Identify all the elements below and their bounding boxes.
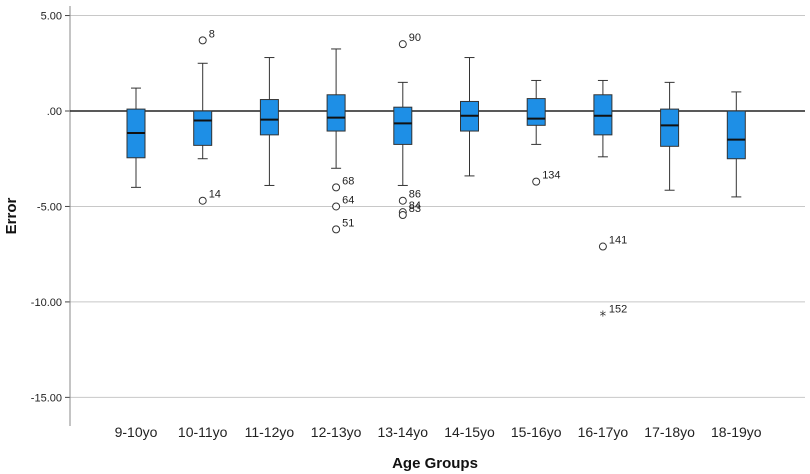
box-10-11yo: 8 14	[193, 28, 221, 205]
outlier-label: 134	[542, 170, 560, 182]
x-tick-label: 16-17yo	[578, 424, 629, 440]
x-tick-label: 17-18yo	[644, 424, 695, 440]
y-tick-label: -10.00	[31, 297, 62, 309]
outlier-label: 14	[209, 189, 221, 201]
y-tick-label: .00	[47, 106, 62, 118]
y-axis-title: Error	[3, 198, 20, 235]
box-rect	[259, 99, 279, 136]
outlier-circle	[398, 196, 407, 205]
outlier-circle	[398, 211, 407, 220]
outlier-circle	[198, 196, 207, 205]
outlier-label: 90	[409, 32, 421, 44]
x-tick-label: 18-19yo	[711, 424, 762, 440]
outlier-circle	[198, 36, 207, 45]
outlier-label: 68	[342, 175, 354, 187]
outlier-label: 51	[342, 217, 354, 229]
box-16-17yo: 141 * 152	[593, 79, 627, 324]
outlier-label: 141	[609, 235, 627, 247]
box-rect	[660, 108, 680, 147]
outlier-circle	[598, 242, 607, 251]
y-tick-label: 5.00	[41, 11, 62, 23]
box-rect	[526, 98, 546, 126]
y-axis-ticks: 5.00 .00 -5.00 -10.00 -15.00	[31, 11, 70, 404]
outlier-label: 84	[409, 200, 421, 212]
outlier-label: 152	[609, 303, 627, 315]
box-rect	[393, 106, 413, 145]
box-12-13yo: 68 64 51	[326, 48, 354, 234]
x-tick-label: 14-15yo	[444, 424, 495, 440]
outlier-label: 83	[409, 203, 421, 215]
x-tick-label: 10-11yo	[178, 424, 228, 440]
x-tick-label: 9-10yo	[115, 424, 158, 440]
box-rect	[193, 110, 213, 146]
box-15-16yo: 134	[526, 79, 561, 186]
outlier-circle	[532, 177, 541, 186]
box-17-18yo	[660, 81, 680, 191]
outlier-circle	[332, 202, 341, 211]
outlier-circle	[398, 40, 407, 49]
box-11-12yo	[259, 57, 279, 186]
outlier-label: 8	[209, 28, 215, 40]
y-tick-label: -15.00	[31, 392, 62, 404]
outlier-label: 86	[409, 189, 421, 201]
box-18-19yo	[726, 91, 746, 198]
x-axis-ticks: 9-10yo 10-11yo 11-12yo 12-13yo 13-14yo 14-15y…	[115, 424, 762, 440]
x-axis-title: Age Groups	[392, 455, 478, 472]
box-9-10yo	[126, 87, 146, 188]
box-14-15yo	[460, 57, 479, 177]
outlier-label: 64	[342, 194, 354, 206]
box-rect	[726, 110, 746, 160]
x-tick-label: 15-16yo	[511, 424, 562, 440]
box-rect	[326, 94, 346, 132]
y-tick-label: -5.00	[37, 201, 62, 213]
x-tick-label: 11-12yo	[245, 424, 295, 440]
x-tick-label: 12-13yo	[311, 424, 362, 440]
x-tick-label: 13-14yo	[378, 424, 429, 440]
outlier-circle	[332, 183, 341, 192]
gridlines	[70, 15, 805, 398]
outlier-extreme-star: *	[600, 309, 607, 324]
outlier-circle	[332, 225, 341, 234]
